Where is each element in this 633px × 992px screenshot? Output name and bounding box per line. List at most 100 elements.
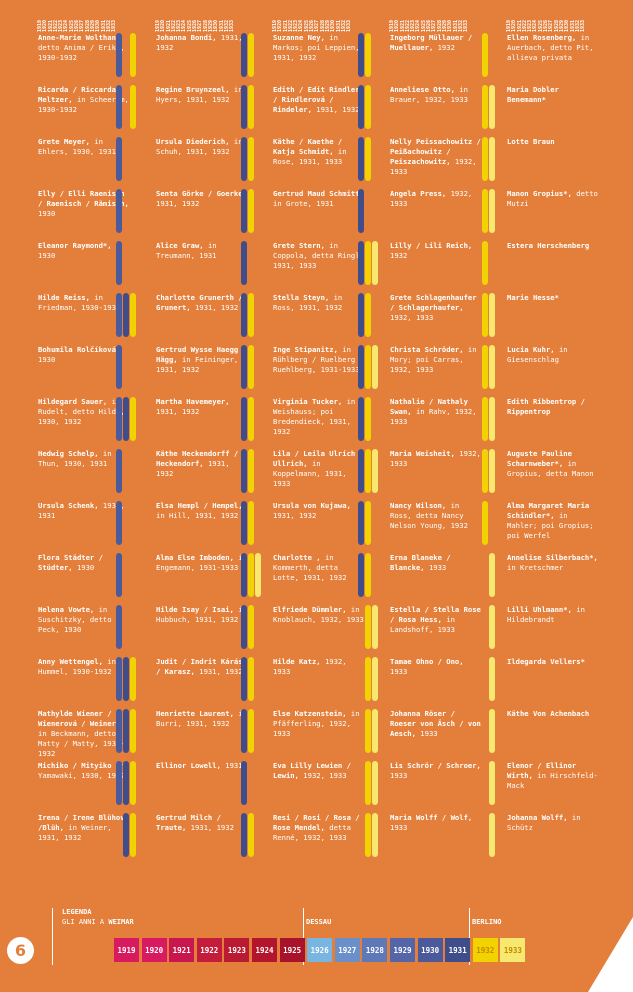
attendance-bar [130, 33, 136, 77]
person-entry: Elenor / Ellinor Wirth, in Hirschfeld-Ma… [507, 761, 624, 813]
person-detail: in Ross, 1931, 1932 [273, 293, 343, 312]
person-entry: Edith / Edit Rindler / Rindlerová / Rind… [273, 85, 390, 137]
attendance-bar [482, 137, 488, 181]
person-detail: 1930 [76, 563, 95, 572]
attendance-bar [241, 761, 247, 805]
person-entry: Käthe / Kaethe / Katja Schmidt, in Rose,… [273, 137, 390, 189]
person-text: Inge Stipanitz, in Rühlberg / Ruelberg /… [273, 345, 367, 375]
attendance-bar [248, 605, 254, 649]
attendance-bar [241, 345, 247, 389]
person-entry: Johanna Wolff, in Schütz [507, 813, 624, 865]
person-name: Eleanor Raymond*, [38, 241, 112, 250]
attendance-bar [123, 397, 129, 441]
person-text: Maria Weisheit, 1932, 1933 [390, 449, 484, 469]
person-detail: 1931, 1932 [316, 105, 360, 114]
person-name: Lilly / Lili Reich, [390, 241, 473, 250]
year-header: 1919 1920 1921 1922 1923 1924 1925 1926 1927 1928… [389, 14, 469, 32]
attendance-bar [123, 657, 129, 701]
attendance-bar [482, 241, 488, 285]
person-text: Ursula Diederich, in Schuh, 1931, 1932 [156, 137, 250, 157]
person-name: Michiko / Mityiko [38, 761, 112, 770]
attendance-bar [116, 397, 122, 441]
person-name: Gertrud Maud Schmitt, [273, 189, 364, 198]
person-text: Lilli Uhlmann*, in Hildebrandt [507, 605, 601, 625]
person-entry: Hilde Reiss, in Friedman, 1930-1932 [38, 293, 155, 345]
person-name: Else Katzenstein, [273, 709, 347, 718]
attendance-bar [248, 709, 254, 753]
person-text: Alma Else Imboden, in Engemann, 1931-193… [156, 553, 250, 573]
person-text: Lis Schrör / Schroer, 1933 [390, 761, 484, 781]
person-entry: Maria Dobler Benemann* [507, 85, 624, 137]
person-text: Marie Hesse* [507, 293, 601, 303]
person-entry: Ursula Schenk, 1930, 1931 [38, 501, 155, 553]
person-name: Anneliese Otto, [390, 85, 455, 94]
person-detail: 1931, 1932 [190, 823, 234, 832]
person-name: Senta Görke / Goerke, [156, 189, 247, 198]
legend-year-chip: 1927 [334, 938, 360, 962]
legend-year-chip: 1926 [307, 938, 333, 962]
person-text: Bohumila Rolčíková, 1930 [38, 345, 132, 365]
person-name: Suzanne Ney, [273, 33, 325, 42]
person-detail: 1930, 1931 [38, 501, 125, 520]
person-text: Käthe / Kaethe / Katja Schmidt, in Rose,… [273, 137, 367, 167]
person-name: Edith / Edit Rindler / Rindlerová / Rind… [273, 85, 360, 114]
person-detail: 1933 [420, 729, 438, 738]
legend-title: LEGENDA [62, 908, 92, 916]
legend-year-chip: 1929 [390, 938, 415, 962]
person-name: Marie Hesse* [507, 293, 559, 302]
person-text: Maria Dobler Benemann* [507, 85, 601, 105]
attendance-bar [372, 605, 378, 649]
person-entry: Charlotte Grunerth / Grunert, 1931, 1932 [156, 293, 273, 345]
person-text: Lucia Kuhr, in Giesenschlag [507, 345, 601, 365]
attendance-bar [248, 553, 254, 597]
person-detail: in Rudelt, detto Hilde, 1930, 1932 [38, 397, 125, 426]
attendance-bar [358, 345, 364, 389]
person-text: Hilde Reiss, in Friedman, 1930-1932 [38, 293, 132, 313]
person-entry: Bohumila Rolčíková, 1930 [38, 345, 155, 397]
person-entry: Henriette Laurent, in Burri, 1931, 1932 [156, 709, 273, 761]
person-text: Virginia Tucker, in Weishauss; poi Brede… [273, 397, 367, 437]
person-text: Erna Blaneke / Blancke, 1933 [390, 553, 484, 573]
person-name: Grete Meyer, [38, 137, 90, 146]
attendance-bar [365, 657, 371, 701]
attendance-bar [241, 605, 247, 649]
person-name: Johanna Bondi, [156, 33, 217, 42]
person-name: Estella / Stella Rose / Rosa Hess, [390, 605, 481, 624]
person-name: Virginia Tucker, [273, 397, 343, 406]
person-entry: Ursula von Kujawa, 1931, 1932 [273, 501, 390, 553]
person-name: Elly / Elli Raenisch / Raenisch / Rämisc… [38, 189, 129, 208]
person-detail: 1933 [390, 667, 408, 676]
person-detail: in Gropius, detta Manon [507, 459, 594, 478]
person-text: Anny Wettengel, in Hummel, 1930-1932 [38, 657, 132, 677]
person-name: Tamae Ohno / Ono, [390, 657, 464, 666]
person-detail: in Schütz [507, 813, 581, 832]
person-entry: Anny Wettengel, in Hummel, 1930-1932 [38, 657, 155, 709]
person-text: Eleanor Raymond*, 1930 [38, 241, 132, 261]
person-text: Mathylde Wiener / Wienerová / Weiner, in… [38, 709, 132, 759]
person-detail: in Rahv, 1932, 1933 [390, 407, 477, 426]
person-detail: in Rühlberg / Ruelberg / Ruehlberg, 1931… [273, 345, 364, 374]
person-name: Ellen Rosenberg, [507, 33, 577, 42]
person-detail: in Markos; poi Leppien, 1931, 1932 [273, 33, 360, 62]
person-entry: Hilde Katz, 1932, 1933 [273, 657, 390, 709]
attendance-bar [241, 189, 247, 233]
person-entry: Resi / Rosi / Rosa / Rose Mendel, detta … [273, 813, 390, 865]
attendance-bar [482, 33, 488, 77]
person-entry: Alice Graw, in Treumann, 1931 [156, 241, 273, 293]
person-entry: Virginia Tucker, in Weishauss; poi Brede… [273, 397, 390, 449]
person-detail: in Ehlers, 1930, 1931 [38, 137, 116, 156]
person-name: Alice Graw, [156, 241, 204, 250]
person-detail: detto Anima / Eriko, 1930-1932 [38, 43, 125, 62]
person-text: Nelly Peissachowitz / Peißachowitz / Pei… [390, 137, 484, 177]
legend-year-chip: 1924 [252, 938, 277, 962]
person-entry: Anneliese Otto, in Brauer, 1932, 1933 [390, 85, 507, 137]
person-detail: in Auerbach, detto Pit, allieva privata [507, 33, 594, 62]
person-text: Elfriede Dümmler, in Knoblauch, 1932, 19… [273, 605, 367, 625]
person-name: Auguste Pauline Scharnweber*, [507, 449, 572, 468]
attendance-bar [489, 449, 495, 493]
person-entry: Else Katzenstein, in Pfäfferling, 1932, … [273, 709, 390, 761]
attendance-bar [372, 657, 378, 701]
person-entry: Grete Meyer, in Ehlers, 1930, 1931 [38, 137, 155, 189]
attendance-bar [116, 605, 122, 649]
name-column: 1919 1920 1921 1922 1923 1924 1925 1926 1927 1928… [37, 0, 155, 860]
